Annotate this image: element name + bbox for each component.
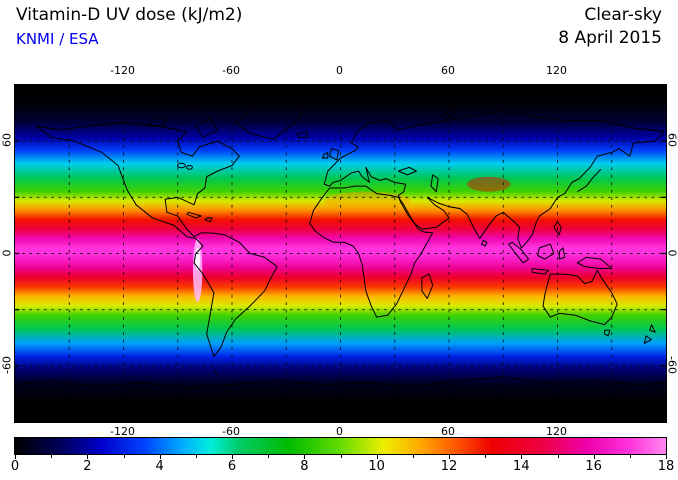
coastlines (15, 99, 666, 389)
colorbar-minor-tick (485, 455, 487, 458)
colorbar-tick-label: 8 (300, 459, 309, 474)
colorbar-minor-tick (123, 455, 125, 458)
longitude-tick-label-bottom: -60 (222, 425, 240, 438)
longitude-tick-label-top: 0 (336, 64, 343, 77)
world-map (14, 84, 667, 423)
colorbar-minor-tick (195, 455, 197, 458)
latitude-tick-label-right: 60 (665, 133, 678, 148)
latitude-tick-label-left: -60 (0, 355, 14, 374)
chart-title: Vitamin-D UV dose (kJ/m2) (16, 5, 243, 25)
colorbar-tick (15, 455, 16, 459)
colorbar-tick (521, 455, 523, 459)
colorbar-tick (87, 455, 89, 459)
colorbar-tick-label: 4 (155, 459, 164, 474)
latitude-tick-label-left: 60 (0, 133, 14, 148)
colorbar-minor-tick (412, 455, 414, 458)
longitude-tick-label-bottom: 60 (441, 425, 455, 438)
colorbar-tick (593, 455, 595, 459)
colorbar-tick (376, 455, 378, 459)
map-canvas (15, 85, 666, 422)
colorbar-tick-label: 12 (440, 459, 458, 474)
colorbar-tick (449, 455, 450, 459)
colorbar-tick-label: 2 (83, 459, 92, 474)
colorbar-tick-label: 0 (10, 459, 20, 474)
colorbar (14, 437, 667, 455)
longitude-tick-label-top: 60 (441, 64, 455, 77)
colorbar-minor-tick (340, 455, 342, 458)
latitude-tick-label-right: 0 (665, 249, 678, 256)
colorbar-tick (159, 455, 161, 459)
chart-date: 8 April 2015 (558, 28, 662, 48)
latitude-tick-label-right: -60 (665, 355, 678, 374)
longitude-tick-label-bottom: 120 (546, 425, 567, 438)
longitude-tick-label-top: -120 (110, 64, 135, 77)
chart-source: KNMI / ESA (16, 30, 99, 48)
longitude-tick-label-top: -60 (222, 64, 240, 77)
colorbar-tick-label: 10 (368, 459, 385, 474)
colorbar-tick (666, 455, 667, 459)
longitude-tick-label-bottom: 0 (336, 425, 343, 438)
colorbar-tick-label: 16 (585, 459, 602, 474)
sky-condition-label: Clear-sky (584, 5, 662, 25)
longitude-tick-label-top: 120 (546, 64, 567, 77)
colorbar-tick-label: 18 (657, 459, 675, 474)
colorbar-tick (232, 455, 233, 459)
colorbar-tick (304, 455, 306, 459)
colorbar-tick-label: 14 (513, 459, 530, 474)
regional-anomalies (192, 176, 511, 303)
colorbar-minor-tick (629, 455, 631, 458)
colorbar-tick-label: 6 (227, 459, 237, 474)
colorbar-minor-tick (557, 455, 559, 458)
latitude-tick-label-left: 0 (0, 249, 14, 256)
longitude-tick-label-bottom: -120 (110, 425, 135, 438)
colorbar-minor-tick (268, 455, 270, 458)
axis-ticks (15, 85, 666, 422)
colorbar-minor-tick (51, 455, 53, 458)
